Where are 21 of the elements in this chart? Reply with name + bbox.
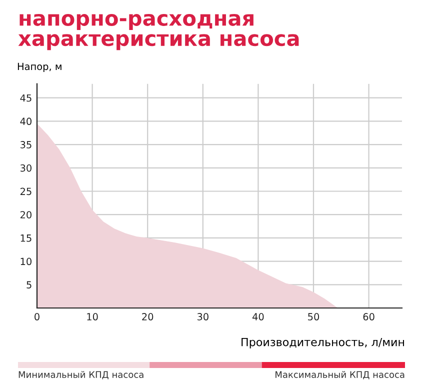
x-tick-label: 0	[34, 313, 40, 320]
y-axis-title: Напор, м	[18, 62, 62, 72]
y-tick-label: 35	[20, 141, 32, 148]
y-tick-label: 30	[20, 164, 32, 172]
text: Минимальный КПД насоса	[18, 371, 144, 380]
y-tick-label: 25	[20, 188, 32, 196]
x-tick-label: 30	[197, 313, 208, 320]
x-tick-label: 40	[252, 313, 264, 320]
y-tick-label: 40	[20, 118, 32, 126]
x-tick-label: 60	[363, 313, 374, 320]
y-tick-label: 5	[26, 281, 32, 288]
chart-title: напорно-расходная характеристика насоса	[18, 14, 299, 50]
y-tick-label: 20	[20, 211, 32, 218]
y-tick-label: 15	[20, 234, 32, 242]
text: Максимальный КПД насоса	[276, 371, 404, 380]
x-tick-label: 50	[308, 313, 320, 320]
x-tick-label: 10	[87, 313, 98, 320]
y-tick-label: 45	[20, 94, 32, 102]
y-tick-label: 10	[20, 258, 32, 266]
x-axis-title: Производительность, л/мин	[242, 338, 404, 348]
x-tick-label: 20	[142, 313, 154, 320]
